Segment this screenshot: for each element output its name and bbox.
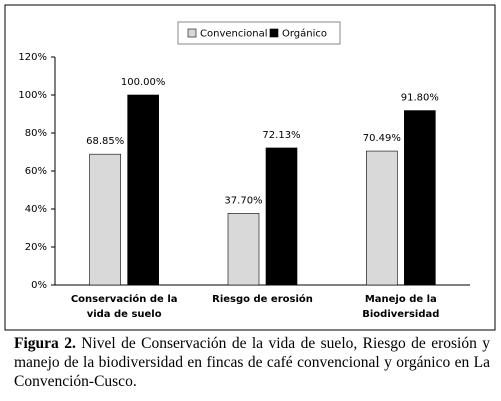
chart-frame xyxy=(4,4,496,331)
legend-swatch xyxy=(187,28,197,38)
legend-box xyxy=(177,21,341,45)
value-label: 91.80% xyxy=(401,93,439,104)
bar xyxy=(127,94,159,286)
value-label: 37.70% xyxy=(224,195,262,206)
caption-text: Nivel de Conservación de la vida de suel… xyxy=(14,335,491,390)
y-tick-label: 0% xyxy=(31,280,47,291)
bar xyxy=(89,153,121,286)
x-tick-label: Riesgo de erosión xyxy=(212,294,313,305)
value-label: 68.85% xyxy=(86,136,124,147)
legend-swatch xyxy=(269,28,279,38)
bar xyxy=(404,110,436,286)
bar xyxy=(366,150,398,286)
x-tick-label: Conservación de la vida de suelo xyxy=(70,294,178,320)
caption-label: Figura 2. xyxy=(14,335,76,352)
legend-label: Orgánico xyxy=(282,28,327,40)
x-tick-label: Manejo de la Biodiversidad xyxy=(362,294,440,320)
legend-label: Convencional xyxy=(200,29,268,40)
y-tick-label: 20% xyxy=(25,242,47,253)
y-tick-label: 120% xyxy=(18,52,47,63)
caption: Figura 2. Nivel de Conservación de la vi… xyxy=(14,334,490,391)
y-tick-label: 40% xyxy=(25,204,47,215)
bar xyxy=(227,213,260,286)
value-label: 72.13% xyxy=(262,130,300,141)
value-label: 100.00% xyxy=(121,77,166,88)
y-tick-label: 80% xyxy=(25,128,47,139)
bar xyxy=(265,147,298,286)
y-tick-label: 60% xyxy=(25,166,47,177)
value-label: 70.49% xyxy=(363,133,401,144)
y-tick-label: 100% xyxy=(18,90,47,101)
